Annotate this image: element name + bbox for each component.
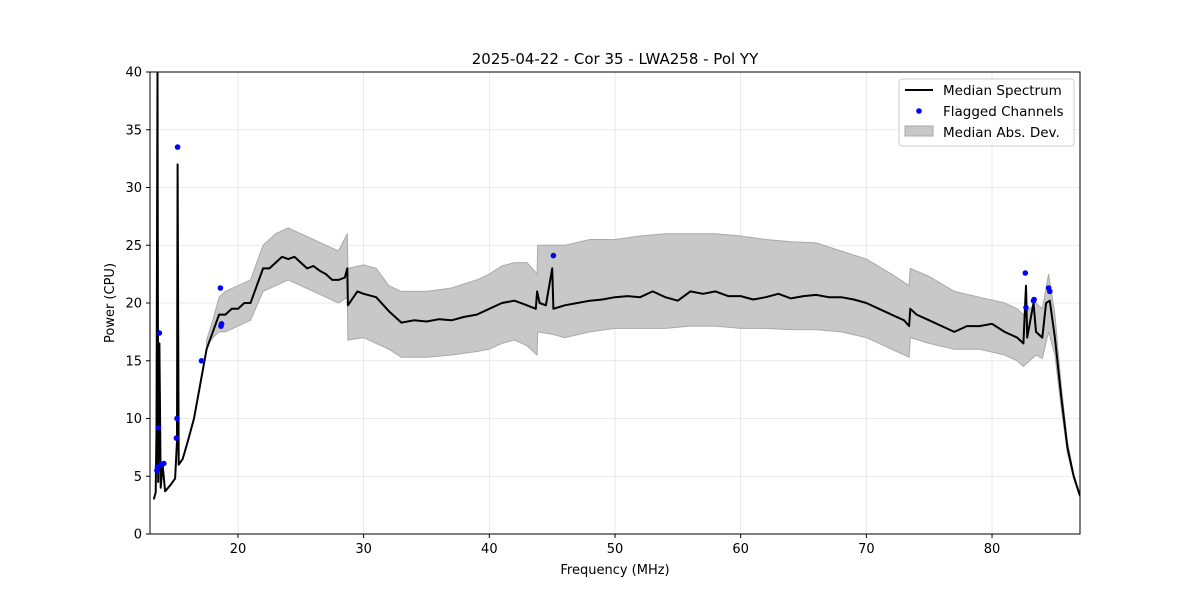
- y-axis-ticks: 0 5 10 15 20 25 30 35 40: [125, 66, 150, 543]
- x-tick-label: 40: [481, 542, 498, 557]
- flagged-channel-point: [1047, 288, 1053, 295]
- flagged-channel-point: [173, 435, 180, 441]
- flagged-channel-point: [161, 460, 167, 467]
- legend-mad-patch-swatch: [904, 125, 934, 137]
- y-tick-label: 30: [125, 181, 142, 196]
- y-tick-label: 20: [125, 297, 142, 312]
- legend: Median Spectrum Flagged Channels Median …: [898, 78, 1075, 147]
- x-tick-label: 20: [230, 542, 247, 557]
- legend-flagged-marker-swatch: [916, 108, 922, 114]
- x-tick-label: 30: [355, 542, 372, 557]
- flagged-channel-point: [156, 330, 163, 336]
- y-tick-label: 40: [125, 66, 142, 81]
- flagged-channel-point: [155, 424, 161, 431]
- flagged-channel-point: [1023, 304, 1029, 311]
- legend-label-flagged: Flagged Channels: [943, 104, 1064, 120]
- chart-title: 2025-04-22 - Cor 35 - LWA258 - Pol YY: [472, 50, 759, 68]
- y-tick-label: 10: [125, 412, 142, 427]
- x-axis-label: Frequency (MHz): [560, 563, 669, 578]
- flagged-channel-point: [1022, 270, 1029, 276]
- flagged-channel-point: [217, 285, 224, 291]
- y-axis-label: Power (CPU): [103, 263, 118, 343]
- x-tick-label: 80: [984, 542, 1001, 557]
- flagged-channels-markers: [154, 144, 1053, 474]
- y-tick-label: 35: [125, 123, 142, 138]
- x-tick-label: 60: [732, 542, 749, 557]
- x-axis-ticks: 20 30 40 50 60 70 80: [230, 534, 1001, 557]
- legend-label-mad: Median Abs. Dev.: [943, 125, 1060, 141]
- y-tick-label: 15: [125, 354, 142, 369]
- x-tick-label: 70: [858, 542, 875, 557]
- flagged-channel-point: [198, 358, 205, 364]
- legend-box: [898, 78, 1075, 147]
- legend-label-median: Median Spectrum: [943, 83, 1062, 99]
- y-tick-label: 0: [134, 528, 142, 543]
- flagged-channel-point: [174, 144, 181, 150]
- flagged-channel-point: [1031, 296, 1037, 303]
- x-tick-label: 50: [607, 542, 624, 557]
- median-spectrum-line: [152, 72, 1080, 500]
- flagged-channel-point: [550, 252, 557, 259]
- y-tick-label: 5: [134, 470, 142, 485]
- median-abs-dev-band: [206, 227, 1080, 498]
- flagged-channel-point: [174, 415, 180, 422]
- y-tick-label: 25: [125, 239, 142, 254]
- flagged-channel-point: [218, 321, 225, 327]
